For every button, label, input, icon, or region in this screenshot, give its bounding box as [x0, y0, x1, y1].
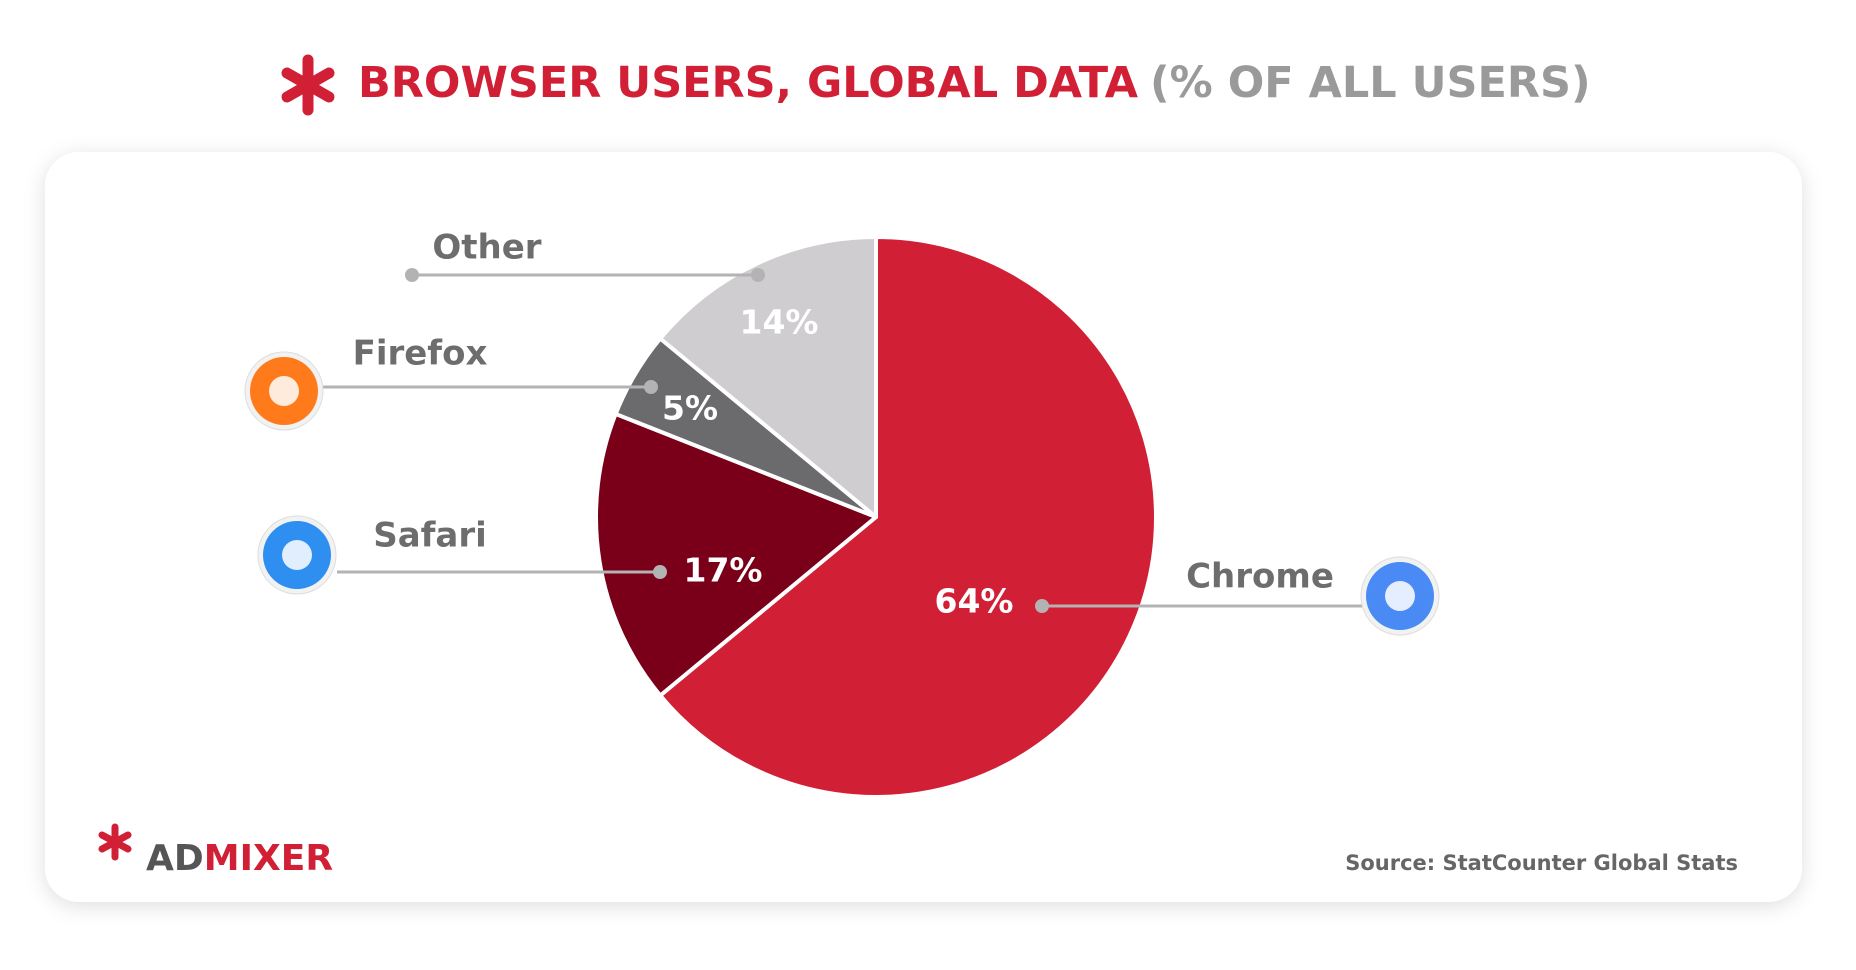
value-label: 64%: [935, 582, 1014, 621]
icon-center: [282, 540, 312, 570]
icon-center: [1385, 581, 1415, 611]
pie-slice: [594, 411, 878, 698]
category-label: Safari: [373, 516, 487, 556]
leader-dot: [405, 268, 419, 282]
category-label: Firefox: [353, 334, 488, 374]
logo: ADMIXER: [98, 823, 333, 879]
logo-text: ADMIXER: [146, 838, 333, 879]
leader-dot: [1035, 599, 1049, 613]
logo-asterisk: [98, 823, 132, 861]
title-asterisk: [281, 54, 335, 116]
pie-chart: Chrome 64% Safari 17% Firefox 5% Other 14%: [244, 228, 1440, 799]
pie-slice: [658, 235, 1158, 799]
title-sub: (% OF ALL USERS): [1150, 58, 1591, 108]
browser-icon: [244, 351, 324, 431]
value-label: 17%: [684, 551, 763, 590]
title: BROWSER USERS, GLOBAL DATA (% OF ALL USER…: [358, 58, 1591, 108]
icon-center: [269, 376, 299, 406]
logo-suffix: MIXER: [204, 838, 333, 879]
pie-slice: [658, 235, 878, 519]
value-label: 14%: [740, 303, 819, 342]
leader-dot: [653, 565, 667, 579]
browser-icon: [1360, 556, 1440, 636]
leader-dot: [751, 268, 765, 282]
category-label: Other: [432, 228, 541, 268]
value-label: 5%: [662, 389, 718, 428]
source: Source: StatCounter Global Stats: [1345, 851, 1738, 875]
category-label: Chrome: [1186, 557, 1334, 597]
browser-icon: [257, 515, 337, 595]
title-main: BROWSER USERS, GLOBAL DATA: [358, 58, 1139, 108]
leader-dot: [644, 380, 658, 394]
logo-prefix: AD: [146, 838, 204, 879]
